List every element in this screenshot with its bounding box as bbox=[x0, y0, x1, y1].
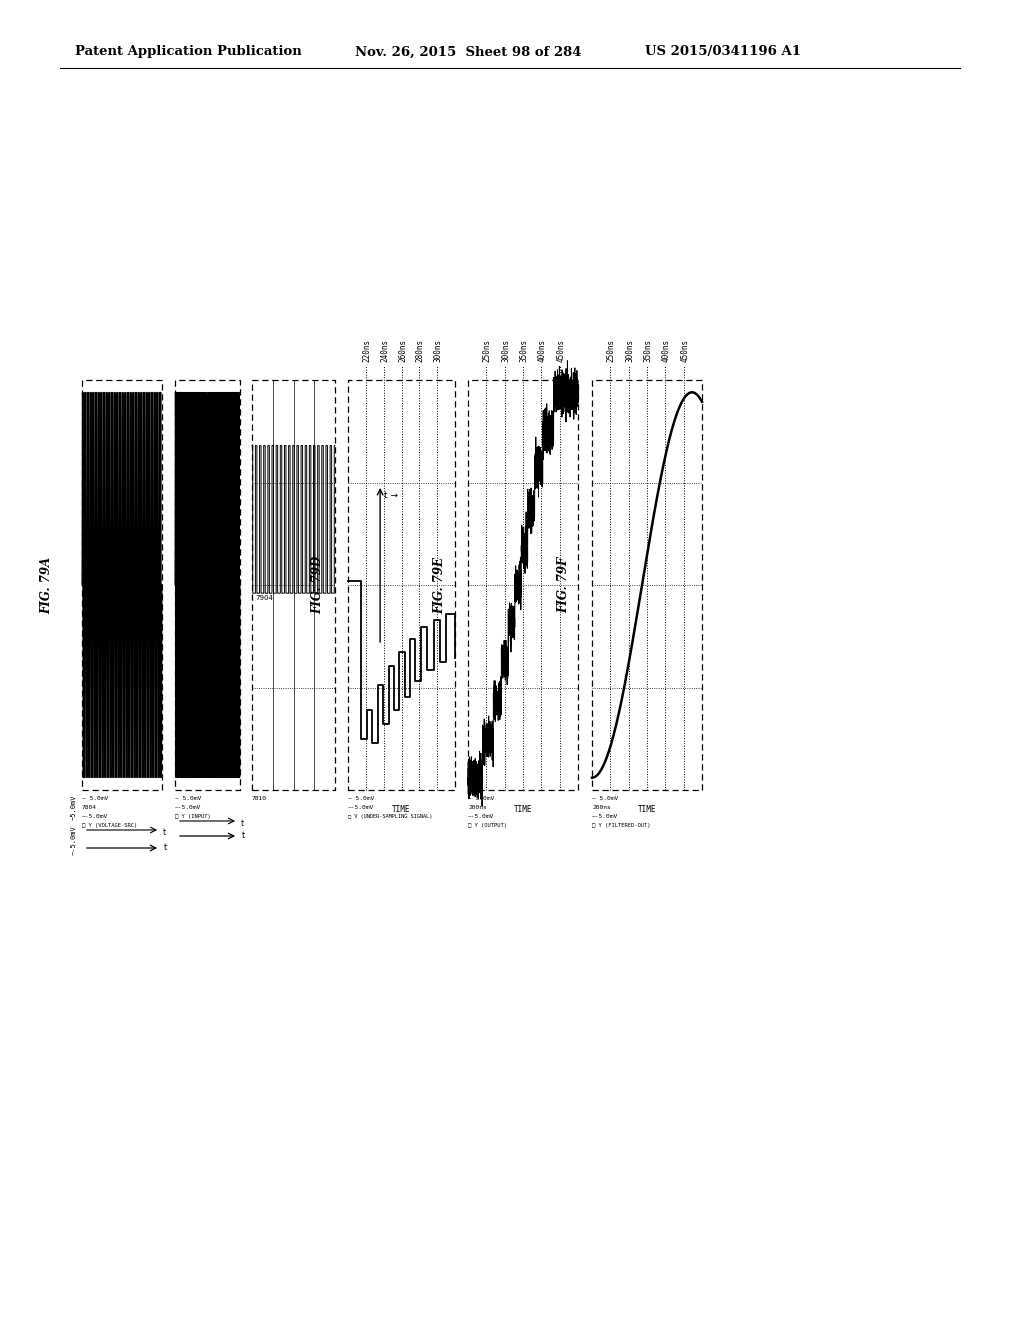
Text: 400ns: 400ns bbox=[538, 339, 547, 362]
Text: 400ns: 400ns bbox=[662, 339, 671, 362]
Text: Nov. 26, 2015  Sheet 98 of 284: Nov. 26, 2015 Sheet 98 of 284 bbox=[355, 45, 582, 58]
Text: 250ns: 250ns bbox=[483, 339, 492, 362]
Text: 300ns: 300ns bbox=[501, 339, 510, 362]
Text: Patent Application Publication: Patent Application Publication bbox=[75, 45, 302, 58]
Text: ~ 5.0mV: ~ 5.0mV bbox=[82, 796, 109, 801]
Text: □ Y (VOLTAGE-SRC): □ Y (VOLTAGE-SRC) bbox=[82, 822, 137, 828]
Text: ~-5.0mV: ~-5.0mV bbox=[82, 814, 109, 818]
Text: 220ns: 220ns bbox=[362, 339, 372, 362]
Text: TIME: TIME bbox=[514, 805, 532, 814]
Text: 7804: 7804 bbox=[82, 805, 97, 810]
Text: ~-5.0mV: ~-5.0mV bbox=[592, 814, 618, 818]
Text: FIG. 79F: FIG. 79F bbox=[557, 557, 570, 614]
Text: FIG. 79C: FIG. 79C bbox=[215, 556, 228, 614]
Text: ~ 5.0mV: ~ 5.0mV bbox=[348, 796, 374, 801]
Text: 300ns: 300ns bbox=[434, 339, 442, 362]
Text: 280ns: 280ns bbox=[416, 339, 425, 362]
Text: ~ 5.0mV: ~ 5.0mV bbox=[175, 796, 202, 801]
Text: t →: t → bbox=[384, 491, 398, 499]
Text: ~ 5.0mV: ~ 5.0mV bbox=[592, 796, 618, 801]
Text: FIG. 79A: FIG. 79A bbox=[41, 557, 53, 614]
Text: 200ns: 200ns bbox=[592, 805, 610, 810]
Text: 7902: 7902 bbox=[177, 574, 195, 579]
Text: □ Y (INPUT): □ Y (INPUT) bbox=[175, 814, 211, 818]
Text: 240ns: 240ns bbox=[380, 339, 389, 362]
Text: 7810: 7810 bbox=[252, 796, 267, 801]
Text: 200ns: 200ns bbox=[468, 805, 486, 810]
Text: 450ns: 450ns bbox=[556, 339, 565, 362]
Text: ~-5.0mV: ~-5.0mV bbox=[348, 805, 374, 810]
Text: TIME: TIME bbox=[638, 805, 656, 814]
Text: FIG. 79E: FIG. 79E bbox=[433, 557, 446, 614]
Text: 7904: 7904 bbox=[255, 595, 272, 601]
Text: t: t bbox=[242, 830, 246, 840]
Text: t: t bbox=[164, 842, 167, 851]
Text: 250ns: 250ns bbox=[607, 339, 615, 362]
Text: 450ns: 450ns bbox=[680, 339, 689, 362]
Text: 300ns: 300ns bbox=[626, 339, 634, 362]
Text: ~5.0mV: ~5.0mV bbox=[71, 795, 77, 821]
Text: t: t bbox=[163, 828, 166, 837]
Text: 350ns: 350ns bbox=[519, 339, 528, 362]
Text: □ Y (FILTERED-OUT): □ Y (FILTERED-OUT) bbox=[592, 822, 650, 828]
Text: FIG. 79D: FIG. 79D bbox=[311, 556, 325, 614]
Text: □ V (UNDER-SAMPLING SIGNAL): □ V (UNDER-SAMPLING SIGNAL) bbox=[348, 814, 432, 818]
Text: US 2015/0341196 A1: US 2015/0341196 A1 bbox=[645, 45, 801, 58]
Text: FIG. 79B: FIG. 79B bbox=[138, 556, 152, 614]
Text: ~-5.0mV: ~-5.0mV bbox=[175, 805, 202, 810]
Text: ~-5.0mV: ~-5.0mV bbox=[71, 825, 77, 855]
Text: ~ 5.0mV: ~ 5.0mV bbox=[468, 796, 495, 801]
Text: 260ns: 260ns bbox=[398, 339, 407, 362]
Text: 350ns: 350ns bbox=[643, 339, 652, 362]
Text: t: t bbox=[241, 818, 244, 828]
Text: ~-5.0mV: ~-5.0mV bbox=[468, 814, 495, 818]
Text: TIME: TIME bbox=[392, 805, 411, 814]
Text: □ Y (OUTPUT): □ Y (OUTPUT) bbox=[468, 822, 507, 828]
